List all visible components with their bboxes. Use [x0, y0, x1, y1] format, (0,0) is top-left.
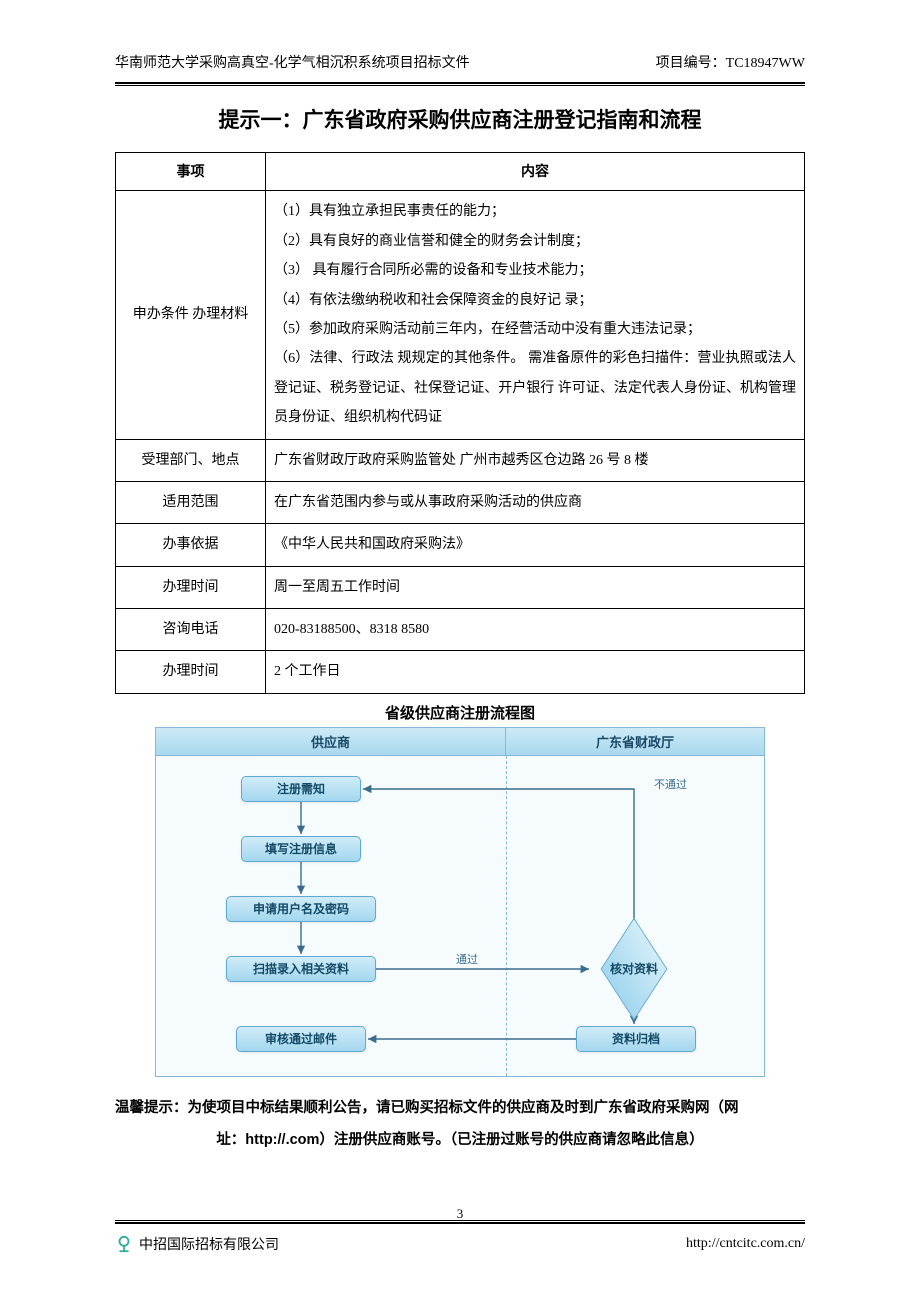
flow-node-verify: 核对资料 [591, 944, 677, 994]
table-row: 受理部门、地点 广东省财政厅政府采购监管处 广州市越秀区仓边路 26 号 8 楼 [116, 439, 805, 481]
row-content: 广东省财政厅政府采购监管处 广州市越秀区仓边路 26 号 8 楼 [266, 439, 805, 481]
lane-header-finance: 广东省财政厅 [506, 728, 764, 756]
row-content: 《中华人民共和国政府采购法》 [266, 524, 805, 566]
header-left: 华南师范大学采购高真空-化学气相沉积系统项目招标文件 [115, 52, 470, 72]
row-content: 020-83188500、8318 8580 [266, 609, 805, 651]
row-content: 周一至周五工作时间 [266, 566, 805, 608]
row-content: （1）具有独立承担民事责任的能力； （2）具有良好的商业信誉和健全的财务会计制度… [266, 191, 805, 439]
table-row: 申办条件 办理材料 （1）具有独立承担民事责任的能力； （2）具有良好的商业信誉… [116, 191, 805, 439]
table-row: 办理时间 周一至周五工作时间 [116, 566, 805, 608]
row-content: 在广东省范围内参与或从事政府采购活动的供应商 [266, 481, 805, 523]
th-item: 事项 [116, 153, 266, 191]
flow-node-fillinfo: 填写注册信息 [241, 836, 361, 862]
flow-node-verify-label: 核对资料 [591, 944, 677, 994]
flow-node-scan: 扫描录入相关资料 [226, 956, 376, 982]
row-label: 办事依据 [116, 524, 266, 566]
row-label: 申办条件 办理材料 [116, 191, 266, 439]
table-body: 申办条件 办理材料 （1）具有独立承担民事责任的能力； （2）具有良好的商业信誉… [116, 191, 805, 693]
table-row: 办事依据 《中华人民共和国政府采购法》 [116, 524, 805, 566]
th-content: 内容 [266, 153, 805, 191]
header-rule [115, 82, 805, 86]
row-label: 咨询电话 [116, 609, 266, 651]
row-label: 办理时间 [116, 651, 266, 693]
row-label: 受理部门、地点 [116, 439, 266, 481]
row-label: 适用范围 [116, 481, 266, 523]
reminder-line1: 温馨提示：为使项目中标结果顺利公告，请已购买招标文件的供应商及时到广东省政府采购… [115, 1100, 739, 1116]
table-row: 办理时间 2 个工作日 [116, 651, 805, 693]
reminder-text: 温馨提示：为使项目中标结果顺利公告，请已购买招标文件的供应商及时到广东省政府采购… [115, 1093, 805, 1157]
footer-url: http://cntcitc.com.cn/ [686, 1236, 805, 1252]
page-title: 提示一：广东省政府采购供应商注册登记指南和流程 [0, 104, 920, 134]
footer-company: 中招国际招标有限公司 [139, 1234, 279, 1254]
row-content: 2 个工作日 [266, 651, 805, 693]
row-label: 办理时间 [116, 566, 266, 608]
company-logo-icon [115, 1235, 133, 1253]
footer-rule [115, 1220, 805, 1224]
header-right: 项目编号：TC18947WW [656, 52, 805, 72]
table-row: 适用范围 在广东省范围内参与或从事政府采购活动的供应商 [116, 481, 805, 523]
flow-node-archive: 资料归档 [576, 1026, 696, 1052]
doc-header: 华南师范大学采购高真空-化学气相沉积系统项目招标文件 项目编号：TC18947W… [0, 0, 920, 76]
edge-label-fail: 不通过 [654, 778, 687, 791]
edge-label-pass: 通过 [456, 953, 478, 966]
flowchart-title: 省级供应商注册流程图 [0, 702, 920, 723]
table-header-row: 事项 内容 [116, 153, 805, 191]
table-row: 咨询电话 020-83188500、8318 8580 [116, 609, 805, 651]
flow-node-mail: 审核通过邮件 [236, 1026, 366, 1052]
lane-divider [506, 756, 507, 1076]
reminder-line2: 址：http://.com）注册供应商账号。（已注册过账号的供应商请忽略此信息） [115, 1125, 805, 1157]
lane-header-supplier: 供应商 [156, 728, 506, 756]
flow-node-apply: 申请用户名及密码 [226, 896, 376, 922]
footer: 中招国际招标有限公司 http://cntcitc.com.cn/ [115, 1234, 805, 1254]
flow-node-notice: 注册需知 [241, 776, 361, 802]
info-table: 事项 内容 申办条件 办理材料 （1）具有独立承担民事责任的能力； （2）具有良… [115, 152, 805, 694]
flowchart: 供应商 广东省财政厅 通过 不通过 注册需知 填写注册信息 申请用户名及密码 扫… [155, 727, 765, 1077]
